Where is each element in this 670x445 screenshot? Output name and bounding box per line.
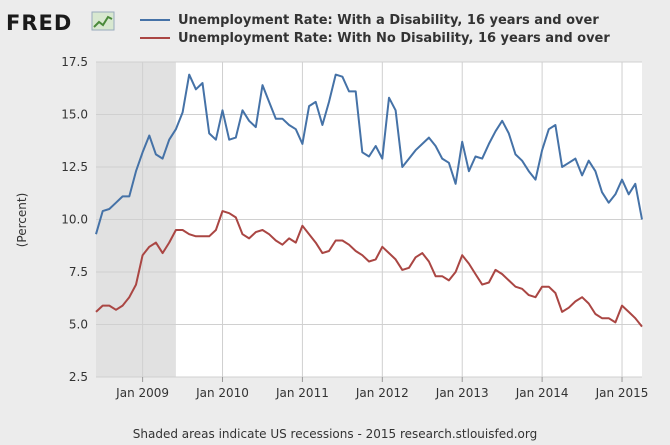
fred-chart-icon: [91, 11, 115, 31]
y-tick-label: 10.0: [61, 213, 88, 227]
legend: Unemployment Rate: With a Disability, 16…: [140, 13, 610, 46]
series-line-disability: [95, 73, 643, 235]
fred-logo-text: FRED: [6, 11, 72, 35]
y-tick-label: 5.0: [69, 318, 88, 332]
footer-note: Shaded areas indicate US recessions - 20…: [133, 427, 537, 441]
series-line-no-disability: [95, 210, 643, 328]
legend-label-disability: Unemployment Rate: With a Disability, 16…: [178, 13, 599, 28]
y-tick-label: 12.5: [61, 160, 88, 174]
y-axis-ticks: 2.5 5.0 7.5 10.0 12.5 15.0 17.5: [61, 55, 88, 384]
series-lines: [95, 73, 643, 328]
x-tick-label: Jan 2009: [115, 386, 169, 400]
x-tick-label: Jan 2015: [595, 386, 649, 400]
x-tick-label: Jan 2010: [195, 386, 249, 400]
x-tick-label: Jan 2014: [515, 386, 569, 400]
y-axis-label: (Percent): [15, 193, 29, 248]
x-tick-label: Jan 2012: [355, 386, 409, 400]
y-tick-label: 17.5: [61, 55, 88, 69]
grid-lines: [96, 61, 642, 378]
x-axis-ticks: Jan 2009 Jan 2010 Jan 2011 Jan 2012 Jan 2013…: [115, 377, 648, 400]
y-tick-label: 2.5: [69, 370, 88, 384]
x-tick-label: Jan 2013: [435, 386, 489, 400]
fred-logo[interactable]: FRED: [6, 11, 115, 35]
y-tick-label: 15.0: [61, 108, 88, 122]
legend-label-no-disability: Unemployment Rate: With No Disability, 1…: [178, 31, 610, 46]
y-tick-label: 7.5: [69, 265, 88, 279]
x-tick-label: Jan 2011: [275, 386, 329, 400]
